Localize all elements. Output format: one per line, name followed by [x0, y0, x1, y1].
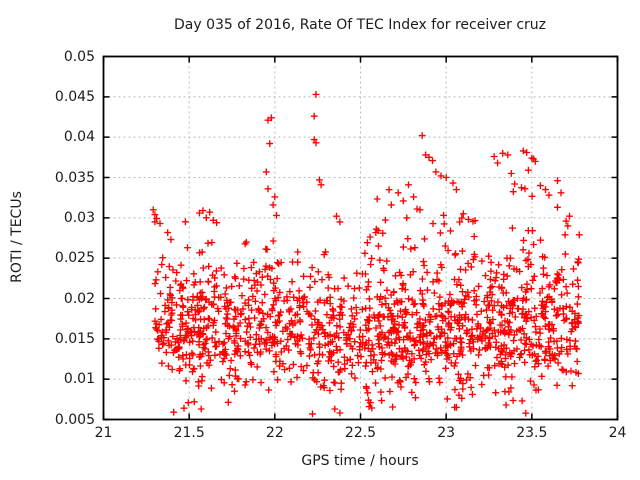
x-tick-label: 21 — [94, 425, 113, 441]
gridlines — [103, 56, 618, 420]
x-tick-label: 21.5 — [173, 425, 205, 441]
y-tick-label: 0.015 — [54, 330, 95, 347]
y-axis-label: ROTI / TECUs — [9, 191, 25, 283]
x-tick-label: 24 — [608, 425, 627, 441]
x-axis-label: GPS time / hours — [301, 453, 419, 469]
y-tick-label: 0.05 — [63, 48, 95, 65]
x-tick-label: 23 — [437, 425, 456, 441]
y-tick-label: 0.03 — [63, 209, 95, 226]
y-tick-label: 0.045 — [54, 88, 95, 105]
chart-title: Day 035 of 2016, Rate Of TEC Index for r… — [173, 17, 547, 33]
x-tick-label: 23.5 — [516, 425, 548, 441]
y-tick-label: 0.04 — [63, 129, 95, 146]
x-tick-label: 22 — [265, 425, 284, 441]
x-tick-label: 22.5 — [344, 425, 377, 441]
y-tick-label: 0.025 — [54, 250, 95, 267]
y-tick-label: 0.005 — [54, 411, 95, 428]
plot-border — [102, 55, 619, 421]
y-tick-label: 0.01 — [63, 371, 95, 388]
y-tick-label: 0.035 — [54, 169, 95, 186]
scatter-points — [149, 91, 583, 418]
y-tick-label: 0.02 — [63, 290, 95, 307]
